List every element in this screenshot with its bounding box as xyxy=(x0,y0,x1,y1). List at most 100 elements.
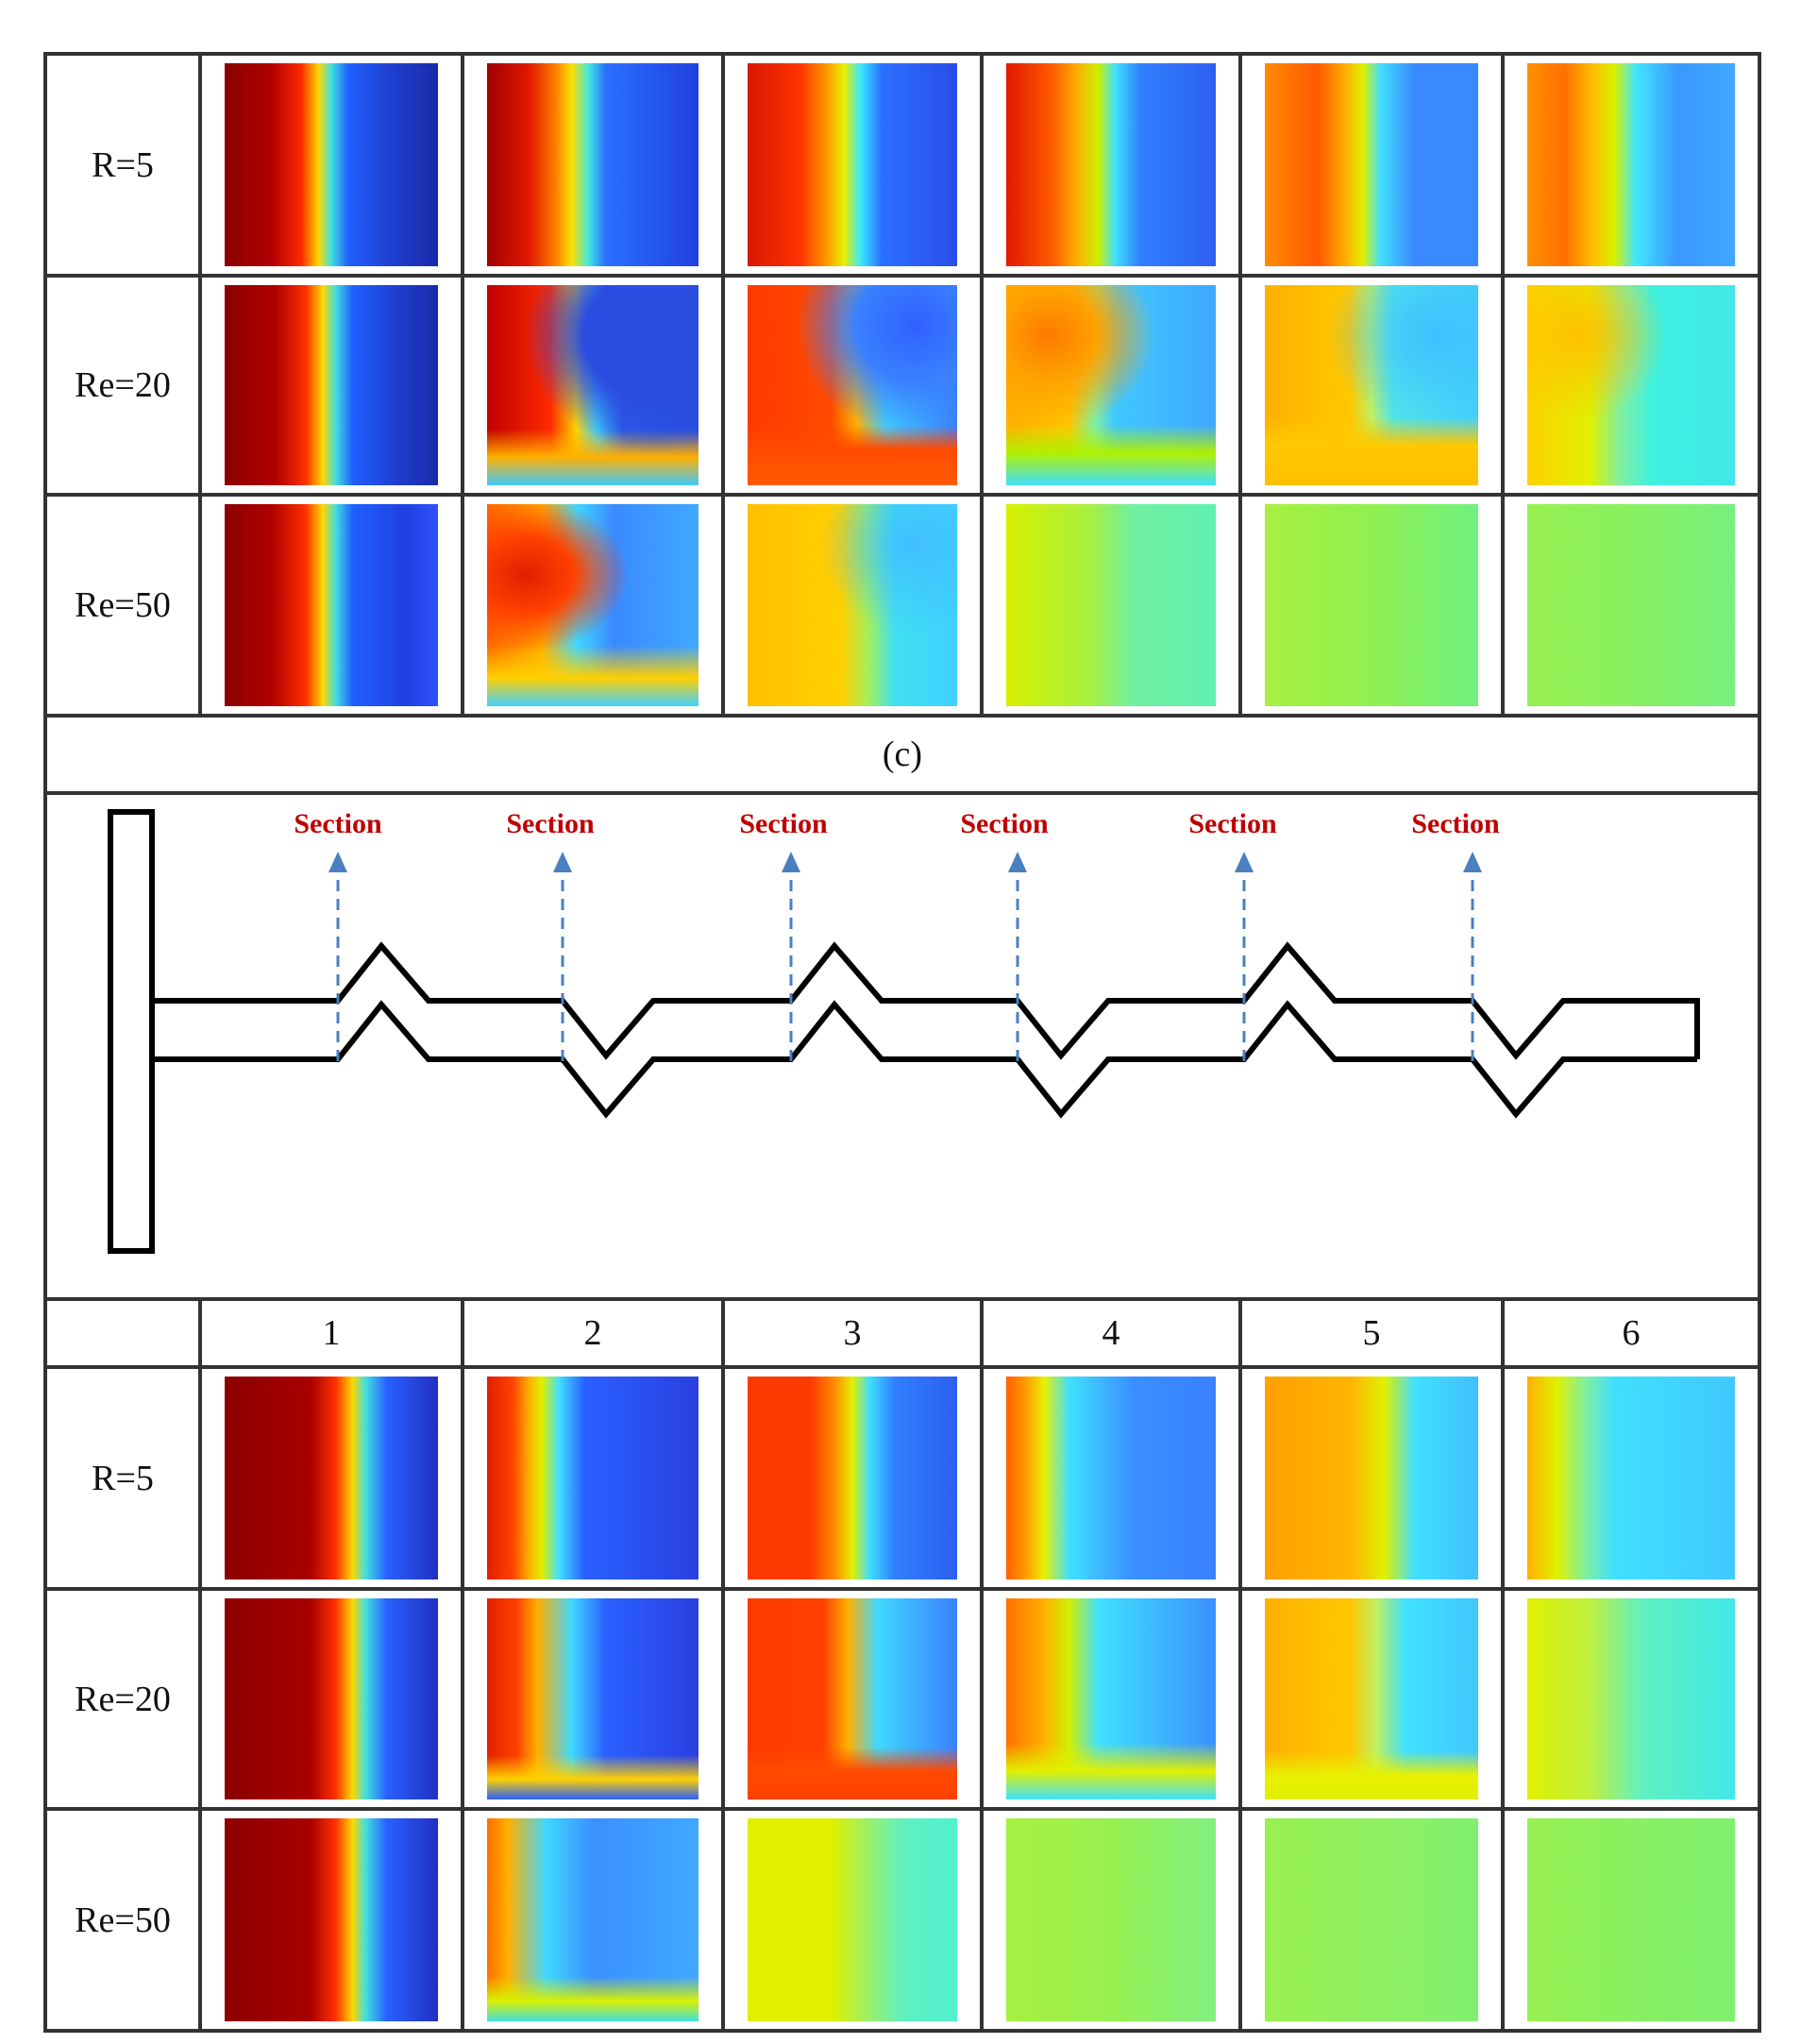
top-table-row-label: Re=20 xyxy=(45,276,200,495)
section-number-header: 1 xyxy=(200,1299,463,1367)
section-label: Section xyxy=(960,808,1049,839)
top-table-cell xyxy=(1240,54,1503,276)
bottom-table-cell xyxy=(463,1367,723,1589)
channel-bottom-wall xyxy=(152,1000,1697,1119)
top-table-cell xyxy=(1503,495,1759,716)
concentration-contour-map xyxy=(1265,1818,1478,2021)
section-label: Section xyxy=(294,808,382,839)
bottom-table-cell xyxy=(1503,1809,1759,2031)
section-arrow-head xyxy=(553,852,572,872)
top-table-cell xyxy=(200,54,463,276)
section-arrow-head xyxy=(1008,852,1027,872)
concentration-contour-map xyxy=(1527,285,1735,485)
concentration-contour-map xyxy=(1527,1818,1735,2021)
bottom-table-cell xyxy=(1240,1589,1503,1809)
top-table-cell xyxy=(1240,276,1503,495)
concentration-contour-map xyxy=(487,285,699,485)
figure-frame xyxy=(43,52,1761,2033)
concentration-contour-map xyxy=(1265,285,1478,485)
figure-caption-c: (c) xyxy=(45,716,1759,793)
bottom-table-row-label: Re=50 xyxy=(45,1809,200,2031)
bottom-table-cell xyxy=(982,1589,1240,1809)
channel-diagram: Section Section Section Section Section Secti… xyxy=(45,793,1759,1299)
top-table-cell xyxy=(982,276,1240,495)
concentration-contour-map xyxy=(487,504,699,706)
concentration-contour-map xyxy=(225,504,438,706)
concentration-contour-map xyxy=(1006,1377,1216,1579)
top-table-cell xyxy=(723,54,982,276)
concentration-contour-map xyxy=(1265,504,1478,706)
concentration-contour-map xyxy=(1006,504,1216,706)
top-table-cell xyxy=(1240,495,1503,716)
top-table-cell xyxy=(1503,54,1759,276)
section-label: Section xyxy=(1411,808,1500,839)
section-number-header: 3 xyxy=(723,1299,982,1367)
concentration-contour-map xyxy=(225,1598,438,1799)
bottom-table-cell xyxy=(723,1809,982,2031)
bottom-table-cell xyxy=(200,1589,463,1809)
bottom-table-cell xyxy=(200,1367,463,1589)
bottom-table-cell xyxy=(1503,1367,1759,1589)
top-table-cell xyxy=(982,54,1240,276)
top-table-cell xyxy=(1503,276,1759,495)
micromixer-schematic: Section Section Section Section Section Secti… xyxy=(108,808,1700,1254)
section-label: Section xyxy=(1188,808,1277,839)
top-table-cell xyxy=(200,276,463,495)
top-table-cell xyxy=(723,276,982,495)
bottom-table-corner xyxy=(45,1299,200,1367)
concentration-contour-map xyxy=(487,1377,699,1579)
concentration-contour-map xyxy=(1527,1377,1735,1579)
section-arrow-head xyxy=(328,852,347,872)
concentration-contour-map xyxy=(1006,63,1216,266)
section-arrow-head xyxy=(1463,852,1482,872)
bottom-table-cell xyxy=(1503,1589,1759,1809)
bottom-table-cell xyxy=(723,1589,982,1809)
concentration-contour-map xyxy=(225,1818,438,2021)
bottom-table-cell xyxy=(463,1589,723,1809)
bottom-table-cell xyxy=(982,1367,1240,1589)
bottom-table-row-label: R=5 xyxy=(45,1367,200,1589)
concentration-contour-map xyxy=(748,63,957,266)
bottom-table-cell xyxy=(200,1809,463,2031)
concentration-contour-map xyxy=(225,285,438,485)
concentration-contour-map xyxy=(748,1818,957,2021)
top-table-cell xyxy=(463,495,723,716)
concentration-contour-map xyxy=(1527,63,1735,266)
top-table-cell xyxy=(463,276,723,495)
concentration-contour-map xyxy=(487,1598,699,1799)
bottom-table-cell xyxy=(1240,1367,1503,1589)
concentration-contour-map xyxy=(1265,63,1478,266)
concentration-contour-map xyxy=(748,1598,957,1799)
concentration-contour-map xyxy=(1265,1598,1478,1799)
bottom-table-cell xyxy=(1240,1809,1503,2031)
concentration-contour-map xyxy=(225,63,438,266)
top-table-cell xyxy=(200,495,463,716)
top-table-cell xyxy=(463,54,723,276)
section-label: Section xyxy=(739,808,828,839)
concentration-contour-map xyxy=(748,504,957,706)
concentration-contour-map xyxy=(1527,1598,1735,1799)
section-number-header: 4 xyxy=(982,1299,1240,1367)
bottom-table-cell xyxy=(723,1367,982,1589)
concentration-contour-map xyxy=(748,285,957,485)
bottom-table-cell xyxy=(982,1809,1240,2031)
concentration-contour-map xyxy=(1006,285,1216,485)
section-number-header: 6 xyxy=(1503,1299,1759,1367)
top-table-row-label: Re=50 xyxy=(45,495,200,716)
section-arrow-head xyxy=(782,852,800,872)
concentration-contour-map xyxy=(487,1818,699,2021)
inlet-t-bar xyxy=(108,809,155,1254)
bottom-table-row-label: Re=20 xyxy=(45,1589,200,1809)
section-arrow-head xyxy=(1235,852,1254,872)
concentration-contour-map xyxy=(1265,1377,1478,1579)
concentration-contour-map xyxy=(225,1377,438,1579)
concentration-contour-map xyxy=(1527,504,1735,706)
bottom-table-cell xyxy=(463,1809,723,2031)
channel-top-wall xyxy=(152,941,1700,1060)
section-number-header: 2 xyxy=(463,1299,723,1367)
concentration-contour-map xyxy=(1006,1818,1216,2021)
top-table-cell xyxy=(982,495,1240,716)
top-table-row-label: R=5 xyxy=(45,54,200,276)
concentration-contour-map xyxy=(1006,1598,1216,1799)
concentration-contour-map xyxy=(487,63,699,266)
